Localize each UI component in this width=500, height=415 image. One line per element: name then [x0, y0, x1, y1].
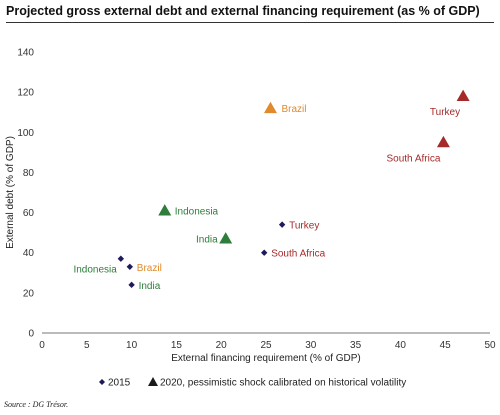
x-tick-label: 15: [171, 340, 183, 351]
y-axis-title: External debt (% of GDP): [5, 136, 16, 249]
label-2015-india: India: [139, 281, 161, 292]
y-tick-label: 100: [17, 128, 34, 139]
title-divider: [6, 22, 494, 23]
marker-2015-brazil: [126, 263, 134, 270]
y-tick-label: 0: [28, 329, 34, 340]
marker-2020-india: [219, 232, 233, 244]
y-tick-label: 20: [23, 288, 35, 299]
legend-label-2015: 2015: [108, 378, 131, 389]
x-tick-label: 40: [395, 340, 407, 351]
marker-2020-turkey: [456, 89, 470, 102]
label-2015-indonesia: Indonesia: [73, 265, 117, 276]
marker-2015-india: [128, 281, 135, 289]
label-2020-indonesia: Indonesia: [175, 207, 219, 218]
x-tick-label: 35: [350, 340, 362, 351]
source-note: Source : DG Trésor.: [4, 400, 69, 409]
label-2020-south-africa: South Africa: [386, 153, 440, 164]
marker-2015-south-africa: [261, 249, 268, 256]
marker-2020-south-africa: [436, 135, 450, 148]
y-tick-label: 140: [17, 48, 34, 59]
legend-label-2020: 2020, pessimistic shock calibrated on hi…: [160, 378, 406, 389]
label-2020-turkey: Turkey: [430, 107, 460, 118]
marker-2015-indonesia: [117, 255, 125, 262]
label-2015-south-africa: South Africa: [271, 249, 325, 260]
x-axis-title: External financing requirement (% of GDP…: [171, 353, 361, 364]
y-tick-label: 40: [23, 248, 35, 259]
label-2015-turkey: Turkey: [289, 221, 319, 232]
x-tick-label: 10: [126, 340, 138, 351]
marker-2015-turkey: [278, 221, 286, 228]
marker-2020-indonesia: [158, 204, 172, 216]
x-tick-label: 45: [440, 340, 452, 351]
data-points: Indonesia Brazil India Turkey South Africa Br…: [73, 89, 470, 292]
label-2020-india: India: [196, 235, 218, 246]
chart-title: Projected gross external debt and extern…: [6, 4, 480, 18]
x-tick-label: 0: [39, 340, 45, 351]
legend-triangle-icon: [148, 377, 158, 386]
tick-labels: 0 5 10 15 20 25 30 35 40 45 50 0 20 40 60 80 100 120 140: [17, 48, 496, 352]
y-tick-label: 120: [17, 88, 34, 99]
x-tick-label: 50: [484, 340, 496, 351]
x-tick-label: 25: [260, 340, 272, 351]
y-tick-label: 60: [23, 208, 35, 219]
legend-diamond-icon: [99, 379, 105, 385]
marker-2020-brazil: [263, 101, 277, 114]
x-tick-label: 5: [84, 340, 90, 351]
label-2015-brazil: Brazil: [137, 263, 162, 274]
legend: 2015 2020, pessimistic shock calibrated o…: [99, 377, 406, 389]
y-tick-label: 80: [23, 168, 35, 179]
label-2020-brazil: Brazil: [281, 104, 306, 115]
x-tick-label: 30: [305, 340, 317, 351]
x-tick-label: 20: [216, 340, 228, 351]
